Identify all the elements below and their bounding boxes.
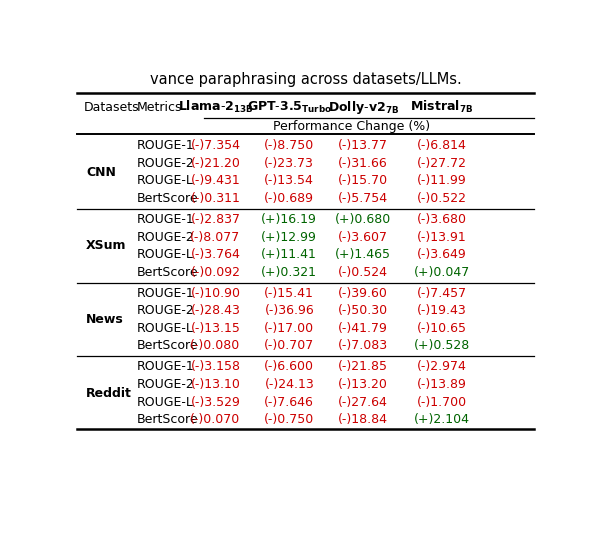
Text: (-)0.522: (-)0.522 — [417, 192, 467, 205]
Text: Metrics: Metrics — [137, 101, 182, 114]
Text: (+)12.99: (+)12.99 — [261, 231, 317, 244]
Text: (-)3.158: (-)3.158 — [190, 360, 240, 373]
Text: CNN: CNN — [86, 165, 116, 178]
Text: (-)41.79: (-)41.79 — [339, 322, 388, 335]
Text: (-)28.43: (-)28.43 — [191, 304, 240, 317]
Text: (-)8.750: (-)8.750 — [264, 139, 315, 152]
Text: ROUGE-1: ROUGE-1 — [137, 287, 195, 300]
Text: $\mathbf{GPT\mathbf{\text{-}}3.5_{Turbo}}$: $\mathbf{GPT\mathbf{\text{-}}3.5_{Turbo}… — [247, 100, 332, 115]
Text: (-)36.96: (-)36.96 — [265, 304, 314, 317]
Text: (-)9.431: (-)9.431 — [191, 175, 240, 187]
Text: (+)16.19: (+)16.19 — [261, 213, 317, 226]
Text: (-)24.13: (-)24.13 — [265, 378, 314, 391]
Text: (-)7.083: (-)7.083 — [338, 339, 388, 353]
Text: (+)1.465: (+)1.465 — [335, 248, 391, 261]
Text: (-)10.90: (-)10.90 — [190, 287, 240, 300]
Text: (-)3.529: (-)3.529 — [191, 395, 240, 409]
Text: (-)13.54: (-)13.54 — [265, 175, 314, 187]
Text: (-)0.311: (-)0.311 — [191, 192, 240, 205]
Text: (-)15.41: (-)15.41 — [265, 287, 314, 300]
Text: (-)21.85: (-)21.85 — [338, 360, 388, 373]
Text: (-)13.91: (-)13.91 — [417, 231, 467, 244]
Text: BertScore: BertScore — [137, 265, 198, 279]
Text: (-)0.689: (-)0.689 — [264, 192, 314, 205]
Text: (-)0.707: (-)0.707 — [264, 339, 315, 353]
Text: (-)0.750: (-)0.750 — [264, 413, 315, 426]
Text: News: News — [86, 313, 124, 326]
Text: (+)0.528: (+)0.528 — [414, 339, 470, 353]
Text: (+)2.104: (+)2.104 — [414, 413, 470, 426]
Text: ROUGE-L: ROUGE-L — [137, 395, 194, 409]
Text: $\mathbf{Mistral_{7B}}$: $\mathbf{Mistral_{7B}}$ — [410, 99, 473, 115]
Text: (-)0.524: (-)0.524 — [338, 265, 388, 279]
Text: (-)2.837: (-)2.837 — [190, 213, 240, 226]
Text: (-)23.73: (-)23.73 — [265, 157, 314, 170]
Text: (-)3.649: (-)3.649 — [417, 248, 467, 261]
Text: ROUGE-2: ROUGE-2 — [137, 304, 195, 317]
Text: (-)6.600: (-)6.600 — [264, 360, 314, 373]
Text: Reddit: Reddit — [86, 387, 132, 400]
Text: (-)15.70: (-)15.70 — [338, 175, 388, 187]
Text: Datasets: Datasets — [83, 101, 139, 114]
Text: ROUGE-1: ROUGE-1 — [137, 213, 195, 226]
Text: (-)8.077: (-)8.077 — [190, 231, 241, 244]
Text: (-)13.77: (-)13.77 — [338, 139, 388, 152]
Text: (-)3.764: (-)3.764 — [191, 248, 240, 261]
Text: BertScore: BertScore — [137, 339, 198, 353]
Text: (-)18.84: (-)18.84 — [338, 413, 388, 426]
Text: (-)13.15: (-)13.15 — [191, 322, 240, 335]
Text: (-)10.65: (-)10.65 — [417, 322, 467, 335]
Text: $\mathbf{Llama\mathbf{\text{-}}2_{13B}}$: $\mathbf{Llama\mathbf{\text{-}}2_{13B}}$ — [178, 99, 253, 115]
Text: vance paraphrasing across datasets/LLMs.: vance paraphrasing across datasets/LLMs. — [150, 72, 461, 86]
Text: (-)27.72: (-)27.72 — [417, 157, 467, 170]
Text: BertScore: BertScore — [137, 192, 198, 205]
Text: ROUGE-L: ROUGE-L — [137, 248, 194, 261]
Text: (-)11.99: (-)11.99 — [417, 175, 467, 187]
Text: (-)7.646: (-)7.646 — [265, 395, 314, 409]
Text: Performance Change (%): Performance Change (%) — [273, 120, 430, 133]
Text: (-)0.070: (-)0.070 — [190, 413, 241, 426]
Text: (+)0.047: (+)0.047 — [414, 265, 470, 279]
Text: (-)50.30: (-)50.30 — [338, 304, 388, 317]
Text: (-)5.754: (-)5.754 — [338, 192, 388, 205]
Text: (-)31.66: (-)31.66 — [339, 157, 388, 170]
Text: (-)3.607: (-)3.607 — [338, 231, 388, 244]
Text: (-)0.080: (-)0.080 — [190, 339, 241, 353]
Text: ROUGE-L: ROUGE-L — [137, 175, 194, 187]
Text: (-)13.20: (-)13.20 — [339, 378, 388, 391]
Text: (-)6.814: (-)6.814 — [417, 139, 467, 152]
Text: (-)2.974: (-)2.974 — [417, 360, 467, 373]
Text: (-)3.680: (-)3.680 — [417, 213, 467, 226]
Text: (-)17.00: (-)17.00 — [264, 322, 314, 335]
Text: (+)11.41: (+)11.41 — [261, 248, 317, 261]
Text: (-)7.354: (-)7.354 — [190, 139, 240, 152]
Text: (-)13.10: (-)13.10 — [191, 378, 240, 391]
Text: (+)0.321: (+)0.321 — [261, 265, 317, 279]
Text: BertScore: BertScore — [137, 413, 198, 426]
Text: (-)39.60: (-)39.60 — [339, 287, 388, 300]
Text: (-)7.457: (-)7.457 — [417, 287, 467, 300]
Text: (-)1.700: (-)1.700 — [417, 395, 467, 409]
Text: (-)21.20: (-)21.20 — [191, 157, 240, 170]
Text: ROUGE-1: ROUGE-1 — [137, 139, 195, 152]
Text: (-)0.092: (-)0.092 — [190, 265, 240, 279]
Text: XSum: XSum — [86, 239, 126, 252]
Text: (-)27.64: (-)27.64 — [339, 395, 388, 409]
Text: ROUGE-2: ROUGE-2 — [137, 231, 195, 244]
Text: ROUGE-L: ROUGE-L — [137, 322, 194, 335]
Text: (-)19.43: (-)19.43 — [417, 304, 467, 317]
Text: (-)13.89: (-)13.89 — [417, 378, 467, 391]
Text: (+)0.680: (+)0.680 — [335, 213, 392, 226]
Text: $\mathbf{Dolly\mathbf{\text{-}}v2_{7B}}$: $\mathbf{Dolly\mathbf{\text{-}}v2_{7B}}$ — [328, 98, 399, 116]
Text: ROUGE-1: ROUGE-1 — [137, 360, 195, 373]
Text: ROUGE-2: ROUGE-2 — [137, 378, 195, 391]
Text: ROUGE-2: ROUGE-2 — [137, 157, 195, 170]
